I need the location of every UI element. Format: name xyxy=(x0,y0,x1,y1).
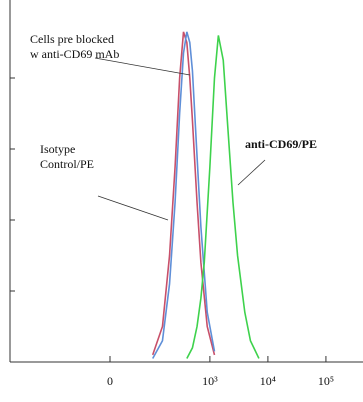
annotation: Isotype xyxy=(40,142,75,156)
annotation: Control/PE xyxy=(40,157,94,171)
annotation: Cells pre blocked xyxy=(30,32,114,46)
histogram-line xyxy=(186,35,260,359)
x-tick-label: 10⁴ xyxy=(260,374,276,388)
histogram-line xyxy=(152,31,216,359)
annotation: anti-CD69/PE xyxy=(245,137,317,151)
annotation-pointer xyxy=(94,57,191,76)
histogram-line xyxy=(151,31,216,356)
x-tick-label: 0 xyxy=(107,374,113,388)
x-tick-label: 10³ xyxy=(202,374,218,388)
annotation-pointer xyxy=(97,195,169,221)
annotation-pointer xyxy=(237,159,266,186)
annotation: w anti-CD69 mAb xyxy=(30,47,119,61)
x-tick-label: 10⁵ xyxy=(318,374,334,388)
